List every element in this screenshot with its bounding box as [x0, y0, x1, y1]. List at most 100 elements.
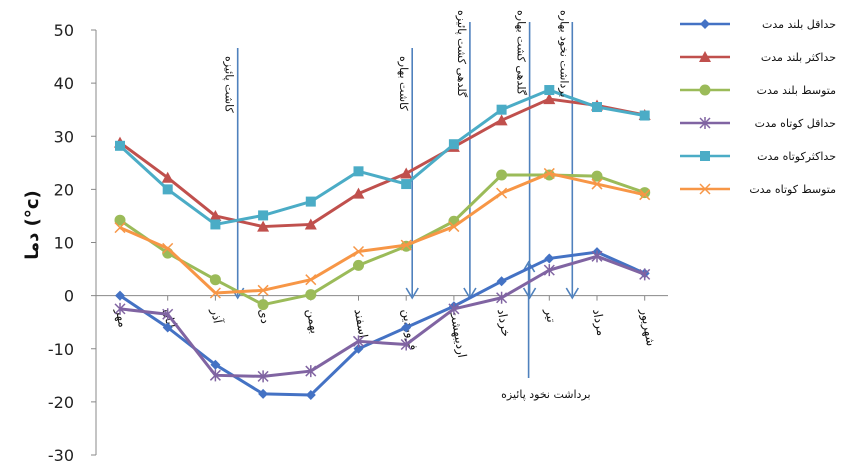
data-point	[639, 110, 650, 121]
series-group	[114, 85, 651, 400]
y-axis: 50 40 30 20 10 0 -10 -20 -30	[48, 21, 97, 464]
data-point	[592, 102, 602, 113]
series-line	[119, 250, 646, 397]
y-tick-label: 30	[54, 127, 74, 146]
x-tick-label: اردیبهشت	[446, 308, 469, 359]
annotation-label: برداشت نخود بهاره	[557, 10, 570, 97]
data-point	[448, 302, 460, 315]
data-point	[257, 370, 269, 383]
y-tick-label: -10	[48, 340, 74, 359]
legend-label: حداکثرکوتاه مدت	[757, 150, 836, 163]
data-point	[448, 221, 460, 233]
series	[115, 247, 650, 400]
data-point	[162, 242, 174, 254]
annotation-arrow	[522, 22, 537, 300]
series-line	[119, 254, 646, 378]
series	[114, 167, 651, 299]
legend-item: حداقل بلند مدت	[680, 18, 836, 31]
data-point	[353, 259, 364, 271]
data-point	[305, 289, 317, 301]
data-point	[114, 214, 126, 226]
data-point	[209, 287, 221, 299]
data-point	[400, 338, 412, 351]
data-point	[304, 218, 317, 230]
legend-label: حداقل کوتاه مدت	[755, 117, 836, 130]
x-tick-label: آذر	[207, 307, 226, 326]
data-point	[114, 222, 126, 234]
data-point	[544, 253, 555, 264]
y-tick-label: -30	[48, 446, 74, 464]
data-point	[115, 140, 125, 151]
data-point	[353, 343, 364, 354]
x-tick-label: خرداد	[494, 308, 514, 338]
data-point	[495, 114, 508, 126]
annotation-labels: کاشت پائیزه کاشت بهاره گلدهی کشت پائیزه گلد…	[223, 10, 591, 401]
series-line	[119, 173, 646, 307]
legend: حداقل بلند مدت حداکثر بلند مدت متوسط بلند …	[680, 18, 836, 196]
data-point	[114, 302, 126, 315]
data-point	[639, 189, 651, 201]
data-point	[700, 151, 710, 161]
data-point	[544, 85, 555, 96]
data-point	[591, 170, 603, 182]
data-point	[209, 274, 221, 286]
data-point	[699, 51, 711, 62]
data-point	[496, 187, 508, 199]
y-tick-label: 20	[54, 180, 74, 199]
data-point	[352, 335, 365, 348]
data-point	[448, 139, 459, 150]
data-point	[699, 183, 711, 195]
data-point	[699, 117, 711, 129]
annotation-arrow	[405, 48, 419, 300]
x-tick-label: شهریور	[637, 307, 658, 348]
data-point	[162, 322, 173, 333]
data-point	[305, 196, 316, 207]
data-point	[353, 166, 364, 177]
annotation-arrows	[231, 22, 579, 378]
data-point	[305, 274, 317, 286]
data-point	[257, 284, 269, 296]
y-tick-label: 10	[54, 234, 74, 253]
data-point	[210, 359, 221, 370]
legend-item: حداقل کوتاه مدت	[680, 117, 836, 130]
data-point	[257, 220, 270, 232]
annotation-label: برداشت نخود پائیزه	[501, 388, 590, 401]
data-point	[496, 276, 507, 287]
data-point	[401, 179, 412, 190]
data-point	[543, 93, 556, 105]
y-tick-label: -20	[48, 393, 74, 412]
data-point	[258, 388, 269, 399]
series	[114, 169, 651, 311]
legend-label: حداکثر بلند مدت	[761, 51, 836, 64]
legend-label: متوسط بلند مدت	[757, 84, 836, 97]
data-point	[257, 299, 269, 311]
data-point	[400, 239, 412, 251]
data-point	[700, 19, 710, 29]
data-point	[162, 308, 174, 321]
legend-label: متوسط کوتاه مدت	[749, 183, 836, 196]
data-point	[543, 264, 555, 277]
series-line	[118, 88, 645, 226]
series	[115, 85, 650, 230]
x-tick-label: بهمن	[303, 308, 322, 335]
legend-item: حداکثر بلند مدت	[680, 51, 836, 64]
data-point	[401, 322, 412, 333]
series	[114, 250, 651, 383]
data-point	[209, 369, 221, 382]
data-point	[496, 291, 508, 304]
data-point	[496, 104, 507, 115]
y-tick-label: 50	[54, 21, 74, 40]
legend-label: حداقل بلند مدت	[762, 18, 836, 31]
data-point	[699, 84, 711, 96]
data-point	[305, 389, 316, 400]
data-point	[161, 171, 174, 183]
y-axis-title: دما (°c)	[22, 190, 43, 260]
data-point	[305, 365, 317, 378]
annotation-label: گلدهی کشت پائیزه	[455, 10, 468, 98]
x-tick-label: مرداد	[589, 308, 608, 337]
series-line	[119, 171, 646, 295]
data-point	[400, 167, 413, 179]
data-point	[591, 250, 603, 263]
data-point	[258, 210, 269, 221]
